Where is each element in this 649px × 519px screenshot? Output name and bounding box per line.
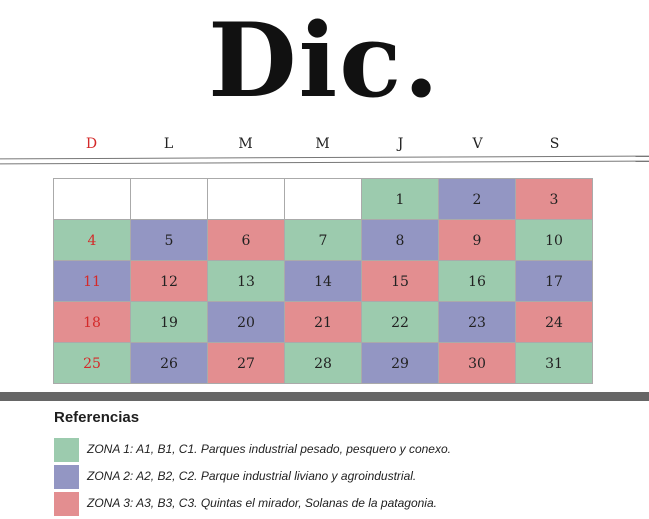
reference-zone-3: ZONA 3: A3, B3, C3. Quintas el mirador, … bbox=[54, 492, 614, 516]
day-cell-20: 20 bbox=[208, 302, 285, 343]
day-cell-29: 29 bbox=[362, 343, 439, 384]
day-cell-27: 27 bbox=[208, 343, 285, 384]
day-cell-3: 3 bbox=[516, 179, 593, 220]
day-cell-30: 30 bbox=[439, 343, 516, 384]
day-cell-9: 9 bbox=[439, 220, 516, 261]
zone-3-label: ZONA 3: A3, B3, C3. Quintas el mirador, … bbox=[87, 496, 437, 510]
references-title: Referencias bbox=[54, 409, 140, 426]
zone-2-swatch bbox=[54, 465, 79, 489]
month-title: Dic. bbox=[208, 1, 441, 121]
reference-zone-2: ZONA 2: A2, B2, C2. Parque industrial li… bbox=[54, 465, 614, 489]
day-cell-23: 23 bbox=[439, 302, 516, 343]
day-cell-31: 31 bbox=[516, 343, 593, 384]
day-cell-12: 12 bbox=[131, 261, 208, 302]
day-cell-4: 4 bbox=[54, 220, 131, 261]
header-divider-top bbox=[0, 155, 649, 160]
empty-day-cell bbox=[285, 179, 362, 220]
section-divider-bar bbox=[0, 392, 649, 401]
reference-zone-1: ZONA 1: A1, B1, C1. Parques industrial p… bbox=[54, 438, 614, 462]
weekday-tuesday: M bbox=[238, 136, 253, 152]
day-cell-14: 14 bbox=[285, 261, 362, 302]
day-cell-22: 22 bbox=[362, 302, 439, 343]
day-cell-21: 21 bbox=[285, 302, 362, 343]
zone-1-swatch bbox=[54, 438, 79, 462]
day-cell-18: 18 bbox=[54, 302, 131, 343]
day-cell-8: 8 bbox=[362, 220, 439, 261]
day-cell-5: 5 bbox=[131, 220, 208, 261]
zone-1-label: ZONA 1: A1, B1, C1. Parques industrial p… bbox=[87, 442, 451, 456]
weekday-friday: V bbox=[472, 136, 483, 152]
day-cell-11: 11 bbox=[54, 261, 131, 302]
header-divider-bottom bbox=[0, 160, 649, 165]
weekday-wednesday: M bbox=[315, 136, 330, 152]
day-cell-25: 25 bbox=[54, 343, 131, 384]
weekday-saturday: S bbox=[549, 136, 560, 152]
empty-day-cell bbox=[208, 179, 285, 220]
empty-day-cell bbox=[54, 179, 131, 220]
day-cell-28: 28 bbox=[285, 343, 362, 384]
day-cell-6: 6 bbox=[208, 220, 285, 261]
day-cell-24: 24 bbox=[516, 302, 593, 343]
day-cell-16: 16 bbox=[439, 261, 516, 302]
weekday-sunday: D bbox=[85, 136, 98, 152]
day-cell-15: 15 bbox=[362, 261, 439, 302]
weekday-monday: L bbox=[163, 136, 174, 152]
day-cell-1: 1 bbox=[362, 179, 439, 220]
day-cell-7: 7 bbox=[285, 220, 362, 261]
day-cell-2: 2 bbox=[439, 179, 516, 220]
weekday-thursday: J bbox=[397, 136, 404, 152]
weekday-header: D L M M J V S bbox=[53, 136, 593, 156]
zone-3-swatch bbox=[54, 492, 79, 516]
calendar-grid: 1 2 3 4 5 6 7 8 9 10 11 12 13 14 15 16 17 18 19 20 21 22 23 24 2… bbox=[53, 178, 593, 384]
empty-day-cell bbox=[131, 179, 208, 220]
day-cell-19: 19 bbox=[131, 302, 208, 343]
day-cell-13: 13 bbox=[208, 261, 285, 302]
day-cell-17: 17 bbox=[516, 261, 593, 302]
zone-2-label: ZONA 2: A2, B2, C2. Parque industrial li… bbox=[87, 469, 417, 483]
day-cell-10: 10 bbox=[516, 220, 593, 261]
day-cell-26: 26 bbox=[131, 343, 208, 384]
